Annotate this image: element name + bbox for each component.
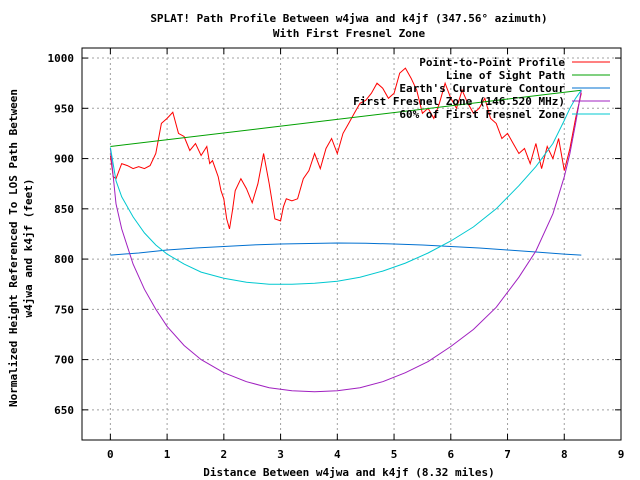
x-tick-label: 9 bbox=[618, 448, 625, 461]
x-tick-label: 8 bbox=[561, 448, 568, 461]
y-tick-label: 950 bbox=[54, 102, 74, 115]
series-line-line-of-sight-path bbox=[110, 89, 582, 147]
x-axis-label: Distance Between w4jwa and k4jf (8.32 mi… bbox=[203, 466, 494, 479]
series-line-earth-s-curvature-contour bbox=[110, 242, 582, 256]
y-axis-label-line2: w4jwa and k4jf (feet) bbox=[22, 178, 35, 317]
plot-frame bbox=[81, 47, 622, 441]
y-tick-label: 800 bbox=[54, 253, 74, 266]
legend-label: 60% of First Fresnel Zone bbox=[399, 108, 565, 121]
ticks: 0 1 2 3 4 5 6 7 8 9 650 700 750 800 850 900 950 1000 bbox=[48, 48, 625, 461]
series-layer bbox=[109, 67, 582, 393]
y-tick-label: 650 bbox=[54, 404, 74, 417]
series-line-60-of-first-fresnel-zone bbox=[109, 89, 582, 285]
legend-label: Earth's Curvature Contour bbox=[399, 82, 565, 95]
x-tick-label: 5 bbox=[391, 448, 398, 461]
chart-subtitle: With First Fresnel Zone bbox=[273, 27, 426, 40]
y-tick-label: 1000 bbox=[48, 52, 75, 65]
x-tick-label: 3 bbox=[277, 448, 284, 461]
legend-label: First Fresnel Zone (146.520 MHz) bbox=[353, 95, 565, 108]
legend-label: Line of Sight Path bbox=[446, 69, 565, 82]
x-tick-label: 4 bbox=[334, 448, 341, 461]
x-tick-label: 2 bbox=[221, 448, 228, 461]
legend-label: Point-to-Point Profile bbox=[419, 56, 565, 69]
series-line-first-fresnel-zone-146-520-mhz bbox=[109, 90, 582, 393]
x-tick-label: 6 bbox=[447, 448, 454, 461]
chart-title: SPLAT! Path Profile Between w4jwa and k4… bbox=[150, 12, 547, 25]
y-tick-label: 850 bbox=[54, 203, 74, 216]
x-tick-label: 7 bbox=[504, 448, 511, 461]
y-tick-label: 750 bbox=[54, 303, 74, 316]
y-axis-label-line1: Normalized Height Referenced To LOS Path… bbox=[7, 89, 20, 407]
x-tick-label: 1 bbox=[164, 448, 171, 461]
y-tick-label: 700 bbox=[54, 354, 74, 367]
series-line-point-to-point-profile bbox=[109, 67, 582, 230]
x-tick-label: 0 bbox=[107, 448, 114, 461]
y-tick-label: 900 bbox=[54, 153, 74, 166]
